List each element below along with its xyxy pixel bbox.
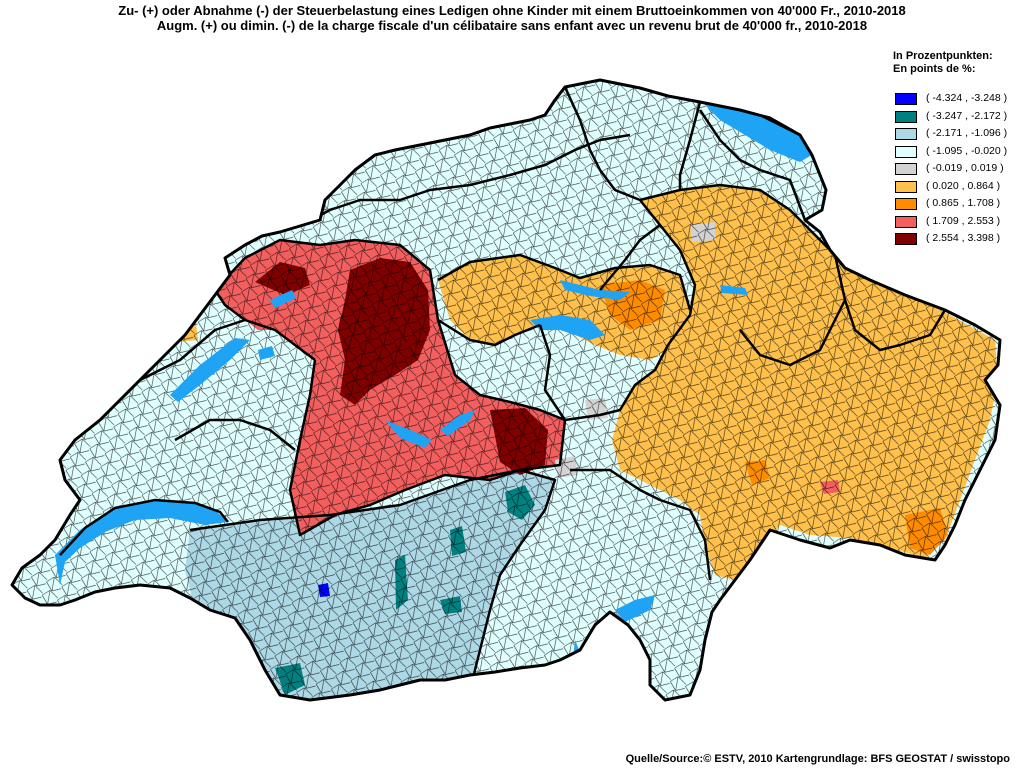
legend-range-label: ( -3.247 , -2.172 ) [926,109,1008,122]
lake-biel [270,290,296,308]
lake-neuchatel [170,338,250,402]
legend-swatch [895,180,917,193]
legend-range-label: ( 2.554 , 3.398 ) [926,232,1001,244]
lake-geneva [55,500,228,585]
legend-swatch [895,145,917,158]
lake-thun [385,420,432,448]
legend-swatch [895,233,917,245]
legend-range-label: ( -2.171 , -1.096 ) [926,127,1008,139]
legend-range-label: ( 1.709 , 2.553 ) [926,214,1001,227]
lake-lugano [615,595,655,622]
legend-unit-fr: En points de %: [893,63,976,75]
legend: In Prozentpunkten: En points de %: ( -4.… [893,50,1024,245]
source-attribution: Quelle/Source:© ESTV, 2010 Kartengrundla… [625,753,1010,765]
legend-swatch [895,93,917,105]
legend-unit-de: In Prozentpunkten: [893,50,993,62]
lake-murten [258,346,275,360]
legend-swatch [895,110,917,123]
lake-zurich [560,280,630,300]
legend-range-label: ( 0.865 , 1.708 ) [926,197,1001,209]
legend-swatch [895,163,917,175]
map-title-fr: Augm. (+) ou dimin. (-) de la charge fis… [156,18,868,33]
lake-constance [690,80,820,162]
lake-lucerne [530,315,605,340]
lake-walen [720,285,748,295]
legend-range-label: ( -4.324 , -3.248 ) [926,92,1008,104]
map-title-de: Zu- (+) oder Abnahme (-) der Steuerbelas… [118,3,906,18]
legend-range-label: ( 0.020 , 0.864 ) [926,179,1001,192]
legend-swatch [895,128,917,140]
legend-swatch [895,198,917,210]
lake-brienz [440,410,475,436]
legend-swatch [895,215,917,228]
legend-range-label: ( -1.095 , -0.020 ) [926,144,1008,157]
legend-range-label: ( -0.019 , 0.019 ) [926,162,1004,174]
